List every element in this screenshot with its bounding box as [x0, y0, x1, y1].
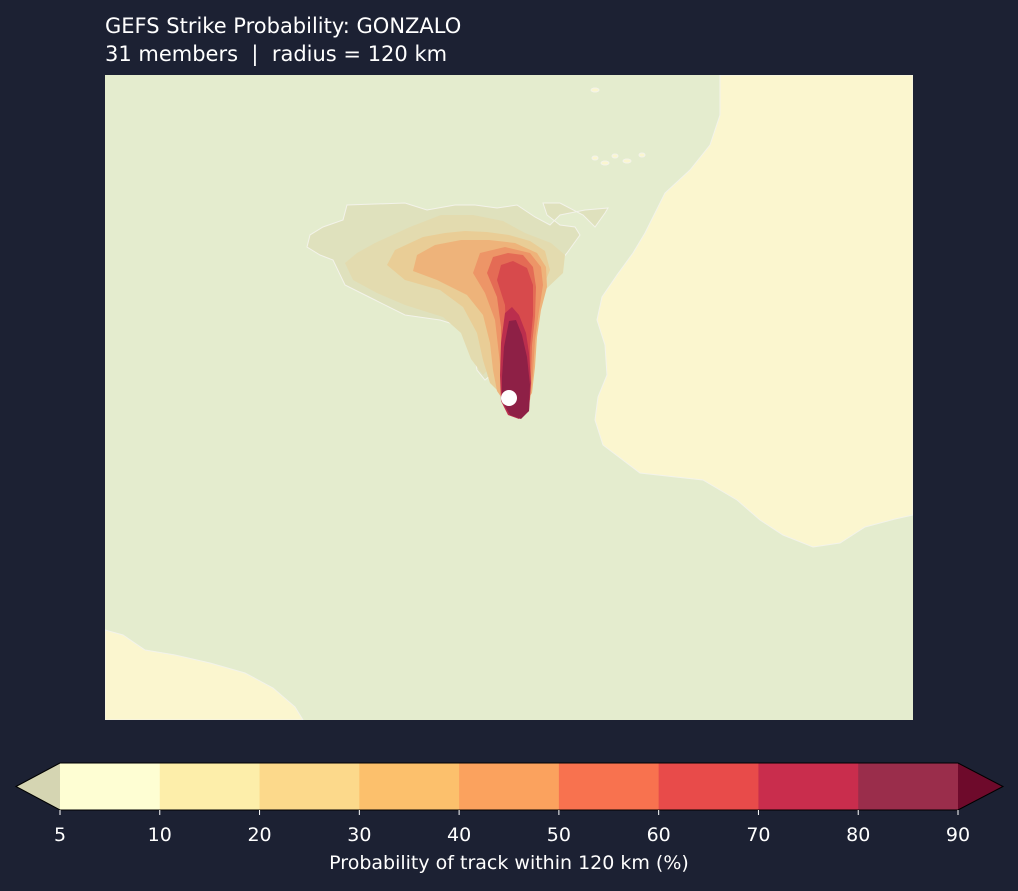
- colorbar-tick-label: 30: [347, 824, 372, 846]
- canary-islands: [590, 87, 646, 166]
- colorbar-tick-label: 10: [147, 824, 172, 846]
- colorbar-bin-60-70: [658, 763, 759, 810]
- colorbar-bin-50-60: [558, 763, 660, 810]
- colorbar-bin-20-30: [259, 763, 360, 810]
- colorbar-bin-40-50: [459, 763, 560, 810]
- colorbar-bin-70-80: [758, 763, 859, 810]
- colorbar-tick-label: 40: [447, 824, 472, 846]
- colorbar: [14, 762, 1005, 815]
- probability-map: [105, 75, 913, 720]
- colorbar-tick-label: 20: [247, 824, 272, 846]
- colorbar-bin-10-20: [159, 763, 261, 810]
- colorbar-bin-30-40: [359, 763, 460, 810]
- colorbar-tick-label: 80: [846, 824, 871, 846]
- colorbar-tick-label: 60: [646, 824, 671, 846]
- map-subtitle: 31 members | radius = 120 km: [105, 42, 448, 66]
- colorbar-tick-label: 70: [746, 824, 771, 846]
- colorbar-extend-under: [16, 763, 60, 810]
- africa-landmass: [594, 75, 913, 548]
- colorbar-extend-over: [958, 763, 1003, 810]
- colorbar-tick-label: 50: [546, 824, 571, 846]
- colorbar-label: Probability of track within 120 km (%): [329, 852, 689, 874]
- map-title: GEFS Strike Probability: GONZALO: [105, 14, 462, 38]
- colorbar-tick-label: 5: [53, 824, 67, 846]
- probability-contours: [306, 202, 609, 419]
- storm-position-marker: [501, 390, 517, 406]
- colorbar-bin-80-90: [858, 763, 959, 810]
- colorbar-bin-5-10: [60, 763, 161, 810]
- south-america-landmass: [105, 629, 304, 720]
- colorbar-tick-label: 90: [945, 824, 971, 846]
